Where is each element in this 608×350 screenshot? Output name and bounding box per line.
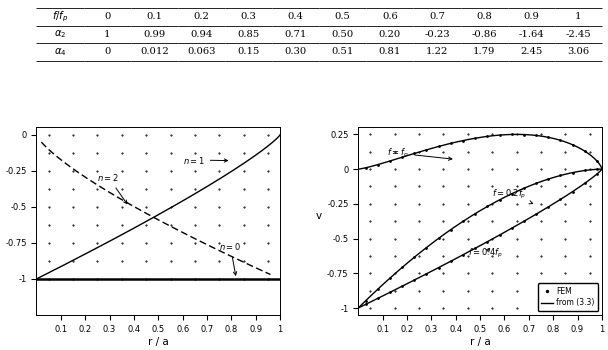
X-axis label: r / a: r / a (470, 336, 491, 346)
Text: $n=2$: $n=2$ (97, 172, 127, 204)
Legend: FEM, from (3.3): FEM, from (3.3) (537, 283, 598, 311)
Y-axis label: v: v (316, 211, 322, 221)
Text: $n=1$: $n=1$ (183, 154, 227, 166)
Text: $n=0$: $n=0$ (219, 241, 241, 275)
Text: $f=0.2f_p$: $f=0.2f_p$ (492, 188, 533, 204)
X-axis label: r / a: r / a (148, 336, 168, 346)
Text: $f=f_p$: $f=f_p$ (387, 147, 452, 160)
Text: $f=0.4f_p$: $f=0.4f_p$ (468, 247, 503, 260)
